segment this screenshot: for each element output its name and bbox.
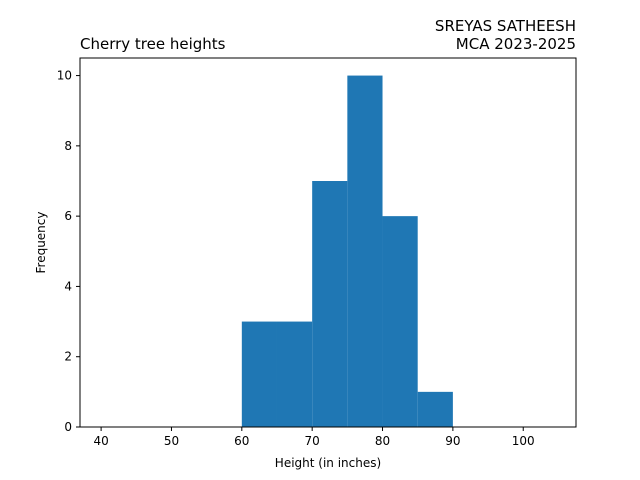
y-tick-label: 0 [64, 420, 72, 434]
y-tick-label: 2 [64, 350, 72, 364]
histogram-bar-5 [382, 216, 418, 427]
chart-title: Cherry tree heights [80, 35, 226, 53]
y-tick-label: 10 [57, 69, 72, 83]
y-axis-ticks: 0 2 4 6 8 10 [57, 69, 80, 434]
y-axis-label: Frequency [34, 212, 48, 274]
histogram-bar-4 [347, 75, 383, 428]
plot-frame [79, 57, 577, 428]
x-tick-label: 40 [93, 434, 108, 448]
x-axis-ticks: 40 50 60 70 80 90 100 [93, 427, 535, 448]
x-axis-label: Height (in inches) [275, 456, 381, 470]
histogram-bar-3 [312, 181, 348, 427]
y-tick-label: 4 [64, 279, 72, 293]
x-tick-label: 100 [512, 434, 535, 448]
histogram-bar-6 [417, 391, 453, 427]
y-tick-label: 8 [64, 139, 72, 153]
x-tick-label: 70 [305, 434, 320, 448]
x-tick-label: 50 [164, 434, 179, 448]
x-tick-label: 60 [234, 434, 249, 448]
y-tick-label: 6 [64, 209, 72, 223]
histogram-bar-1 [241, 321, 277, 427]
x-tick-label: 80 [375, 434, 390, 448]
bar-group [241, 75, 453, 428]
chart-subtitle-line-1: SREYAS SATHEESH [435, 17, 576, 35]
histogram-bar-2 [276, 321, 313, 427]
x-tick-label: 90 [445, 434, 460, 448]
chart-subtitle-line-2: MCA 2023-2025 [456, 35, 576, 53]
